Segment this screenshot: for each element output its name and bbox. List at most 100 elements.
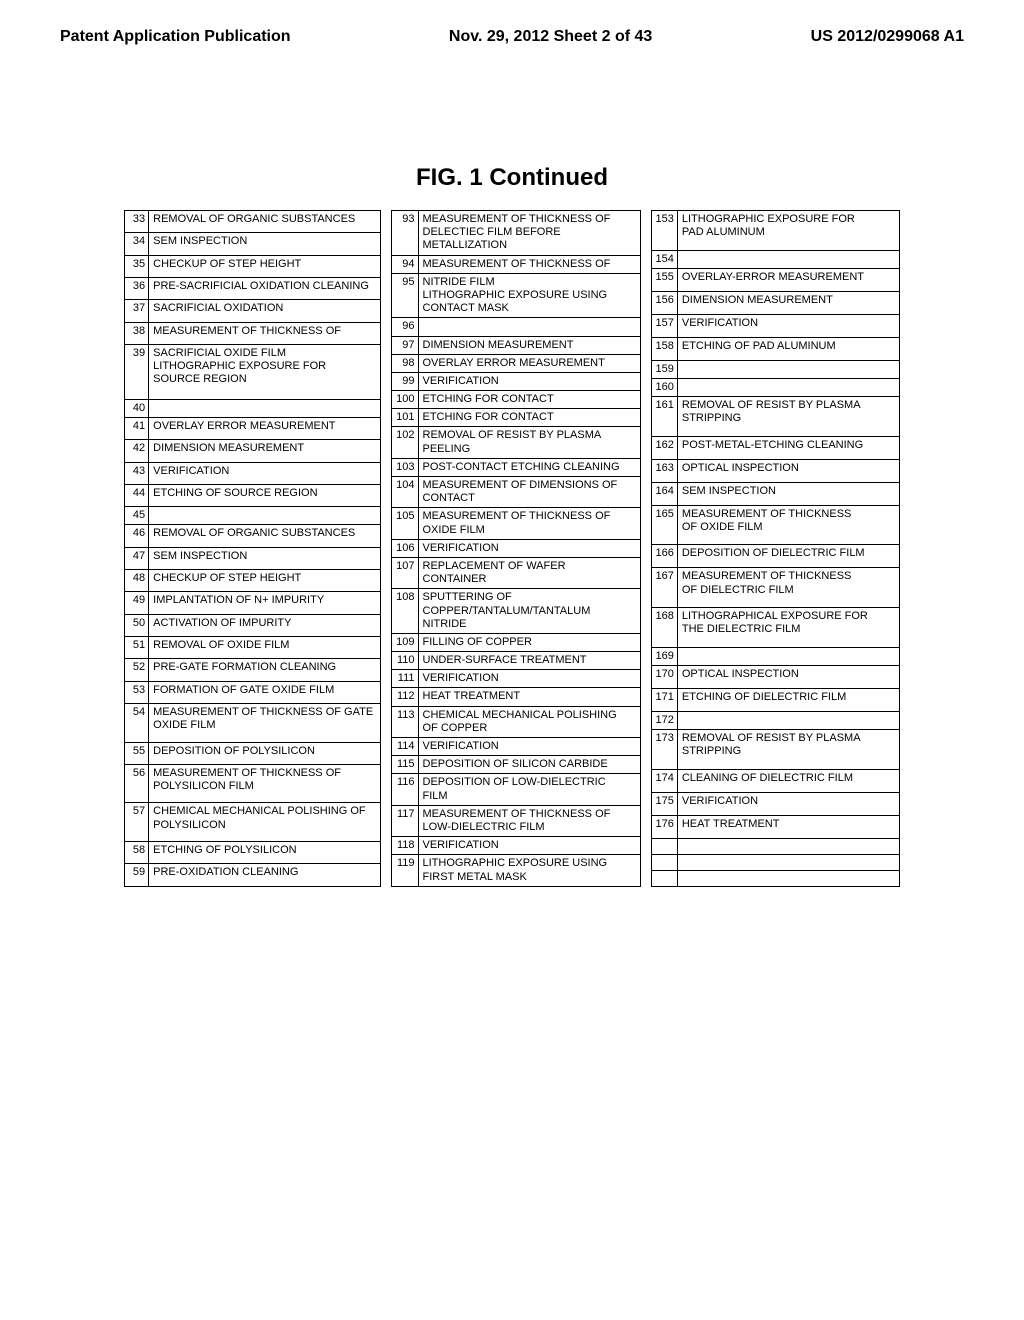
step-text: VERIFICATION bbox=[418, 738, 640, 756]
step-number: 50 bbox=[125, 614, 149, 636]
step-number: 160 bbox=[651, 378, 677, 396]
step-number: 36 bbox=[125, 277, 149, 299]
table-row: 34SEM INSPECTION bbox=[125, 233, 381, 255]
step-number: 165 bbox=[651, 505, 677, 545]
step-text: OVERLAY ERROR MEASUREMENT bbox=[149, 417, 381, 439]
step-text: DEPOSITION OF SILICON CARBIDE bbox=[418, 756, 640, 774]
step-number: 155 bbox=[651, 268, 677, 291]
step-text: SPUTTERING OFCOPPER/TANTALUM/TANTALUMNIT… bbox=[418, 589, 640, 634]
table-row: 94MEASUREMENT OF THICKNESS OF bbox=[392, 255, 640, 273]
step-number: 58 bbox=[125, 841, 149, 863]
step-text: POST-CONTACT ETCHING CLEANING bbox=[418, 458, 640, 476]
step-text: MEASUREMENT OF THICKNESS OFPOLYSILICON F… bbox=[149, 764, 381, 803]
step-number: 100 bbox=[392, 391, 418, 409]
header-right: US 2012/0299068 A1 bbox=[811, 28, 964, 46]
step-number: 173 bbox=[651, 729, 677, 769]
step-number: 118 bbox=[392, 837, 418, 855]
step-number: 171 bbox=[651, 688, 677, 711]
step-number: 99 bbox=[392, 372, 418, 390]
step-number bbox=[651, 838, 677, 854]
table-row: 37SACRIFICIAL OXIDATION bbox=[125, 300, 381, 322]
table-row: 109FILLING OF COPPER bbox=[392, 633, 640, 651]
step-text: ACTIVATION OF IMPURITY bbox=[149, 614, 381, 636]
table-row: 52PRE-GATE FORMATION CLEANING bbox=[125, 659, 381, 681]
step-number: 101 bbox=[392, 409, 418, 427]
step-text: DIMENSION MEASUREMENT bbox=[149, 440, 381, 462]
step-number: 44 bbox=[125, 484, 149, 506]
step-text: PRE-SACRIFICIAL OXIDATION CLEANING bbox=[149, 277, 381, 299]
step-text: CLEANING OF DIELECTRIC FILM bbox=[677, 769, 899, 792]
step-number: 154 bbox=[651, 250, 677, 268]
step-number: 57 bbox=[125, 803, 149, 842]
step-number: 33 bbox=[125, 211, 149, 233]
step-text: VERIFICATION bbox=[418, 372, 640, 390]
table-row: 110UNDER-SURFACE TREATMENT bbox=[392, 652, 640, 670]
table-row bbox=[651, 838, 899, 854]
step-text: REMOVAL OF RESIST BY PLASMAPEELING bbox=[418, 427, 640, 458]
step-number: 51 bbox=[125, 637, 149, 659]
table-row: 115DEPOSITION OF SILICON CARBIDE bbox=[392, 756, 640, 774]
step-text: ETCHING OF DIELECTRIC FILM bbox=[677, 688, 899, 711]
step-number: 54 bbox=[125, 704, 149, 743]
step-text: MEASUREMENT OF THICKNESSOF DIELECTRIC FI… bbox=[677, 568, 899, 608]
step-number: 158 bbox=[651, 337, 677, 360]
step-text bbox=[677, 838, 899, 854]
step-number: 157 bbox=[651, 314, 677, 337]
step-number: 97 bbox=[392, 336, 418, 354]
table-row: 119LITHOGRAPHIC EXPOSURE USINGFIRST META… bbox=[392, 855, 640, 886]
page-header: Patent Application Publication Nov. 29, … bbox=[0, 0, 1024, 54]
step-number: 53 bbox=[125, 681, 149, 703]
step-text: HEAT TREATMENT bbox=[418, 688, 640, 706]
step-text: DEPOSITION OF DIELECTRIC FILM bbox=[677, 545, 899, 568]
table-row: 105MEASUREMENT OF THICKNESS OFOXIDE FILM bbox=[392, 508, 640, 539]
table-row: 169 bbox=[651, 647, 899, 665]
step-text bbox=[677, 647, 899, 665]
step-number: 40 bbox=[125, 399, 149, 417]
step-number: 115 bbox=[392, 756, 418, 774]
step-number: 166 bbox=[651, 545, 677, 568]
step-number: 168 bbox=[651, 608, 677, 648]
table-row: 159 bbox=[651, 360, 899, 378]
step-number: 175 bbox=[651, 792, 677, 815]
table-row: 113CHEMICAL MECHANICAL POLISHINGOF COPPE… bbox=[392, 706, 640, 737]
step-text bbox=[677, 378, 899, 396]
step-number: 34 bbox=[125, 233, 149, 255]
step-text: VERIFICATION bbox=[418, 539, 640, 557]
step-text bbox=[149, 507, 381, 525]
step-text: DIMENSION MEASUREMENT bbox=[418, 336, 640, 354]
table-row: 161REMOVAL OF RESIST BY PLASMASTRIPPING bbox=[651, 397, 899, 437]
step-text: CHECKUP OF STEP HEIGHT bbox=[149, 570, 381, 592]
step-number: 156 bbox=[651, 291, 677, 314]
step-number: 47 bbox=[125, 547, 149, 569]
step-text: SACRIFICIAL OXIDE FILMLITHOGRAPHIC EXPOS… bbox=[149, 344, 381, 399]
table-row: 57CHEMICAL MECHANICAL POLISHING OFPOLYSI… bbox=[125, 803, 381, 842]
table-row: 96 bbox=[392, 318, 640, 336]
table-row: 155OVERLAY-ERROR MEASUREMENT bbox=[651, 268, 899, 291]
step-text: NITRIDE FILMLITHOGRAPHIC EXPOSURE USINGC… bbox=[418, 273, 640, 318]
table-row: 101ETCHING FOR CONTACT bbox=[392, 409, 640, 427]
table-row: 172 bbox=[651, 711, 899, 729]
table-row: 168LITHOGRAPHICAL EXPOSURE FORTHE DIELEC… bbox=[651, 608, 899, 648]
step-number: 39 bbox=[125, 344, 149, 399]
step-text bbox=[149, 399, 381, 417]
step-text: SEM INSPECTION bbox=[149, 547, 381, 569]
step-number: 162 bbox=[651, 436, 677, 459]
table-row: 50ACTIVATION OF IMPURITY bbox=[125, 614, 381, 636]
header-left: Patent Application Publication bbox=[60, 28, 291, 46]
table-row: 49IMPLANTATION OF N+ IMPURITY bbox=[125, 592, 381, 614]
step-number: 109 bbox=[392, 633, 418, 651]
step-number: 38 bbox=[125, 322, 149, 344]
table-row: 39SACRIFICIAL OXIDE FILMLITHOGRAPHIC EXP… bbox=[125, 344, 381, 399]
table-col3: 153LITHOGRAPHIC EXPOSURE FORPAD ALUMINUM… bbox=[651, 210, 900, 887]
table-row: 176HEAT TREATMENT bbox=[651, 815, 899, 838]
step-number: 106 bbox=[392, 539, 418, 557]
step-number: 94 bbox=[392, 255, 418, 273]
table-row: 45 bbox=[125, 507, 381, 525]
step-text: VERIFICATION bbox=[418, 670, 640, 688]
table-row: 106VERIFICATION bbox=[392, 539, 640, 557]
step-text: ETCHING OF POLYSILICON bbox=[149, 841, 381, 863]
step-number: 102 bbox=[392, 427, 418, 458]
table-row: 38MEASUREMENT OF THICKNESS OF bbox=[125, 322, 381, 344]
step-number: 153 bbox=[651, 211, 677, 251]
step-text: ETCHING OF PAD ALUMINUM bbox=[677, 337, 899, 360]
